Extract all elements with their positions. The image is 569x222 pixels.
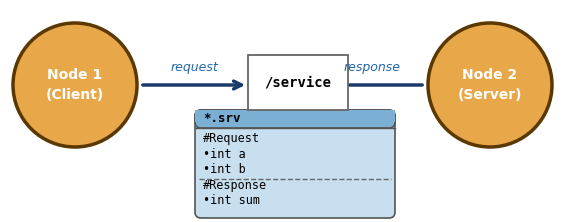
Ellipse shape: [13, 23, 137, 147]
Text: *.srv: *.srv: [203, 113, 241, 125]
Text: response: response: [344, 61, 401, 73]
Text: •int sum: •int sum: [203, 194, 260, 207]
Text: Node 2
(Server): Node 2 (Server): [457, 68, 522, 102]
Text: #Request: #Request: [203, 132, 260, 145]
Text: #Response: #Response: [203, 179, 267, 192]
Text: •int a: •int a: [203, 148, 246, 161]
Text: /service: /service: [265, 75, 332, 89]
Text: request: request: [170, 61, 218, 73]
Bar: [195, 110, 395, 122]
Ellipse shape: [428, 23, 552, 147]
Text: •int b: •int b: [203, 163, 246, 176]
Bar: [248, 55, 348, 110]
FancyBboxPatch shape: [195, 110, 395, 218]
Text: Node 1
(Client): Node 1 (Client): [46, 68, 104, 102]
FancyBboxPatch shape: [195, 110, 395, 128]
